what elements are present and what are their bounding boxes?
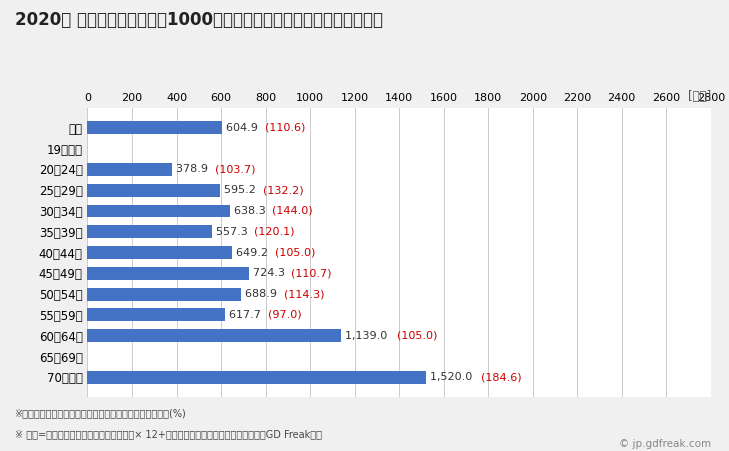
Text: (144.0): (144.0) — [273, 206, 313, 216]
Text: (97.0): (97.0) — [268, 310, 301, 320]
Text: 604.9: 604.9 — [226, 123, 262, 133]
Bar — [87, 308, 225, 322]
Text: 557.3: 557.3 — [216, 227, 251, 237]
Text: (110.6): (110.6) — [265, 123, 305, 133]
Bar — [87, 246, 232, 259]
Text: 638.3: 638.3 — [233, 206, 269, 216]
Bar — [87, 329, 341, 342]
Text: (105.0): (105.0) — [275, 248, 315, 258]
Text: (120.1): (120.1) — [254, 227, 295, 237]
Bar — [87, 205, 230, 217]
Bar — [87, 371, 426, 384]
Text: 595.2: 595.2 — [224, 185, 260, 195]
Text: ※（）内は域内の同業種・同年齢層の平均所得に対する比(%): ※（）内は域内の同業種・同年齢層の平均所得に対する比(%) — [15, 408, 187, 418]
Text: 1,139.0: 1,139.0 — [345, 331, 391, 341]
Text: (114.3): (114.3) — [284, 289, 324, 299]
Text: 649.2: 649.2 — [236, 248, 271, 258]
Text: ※ 年収=「きまって支給する現金給与額」× 12+「年間賞与その他特別給与額」としてGD Freak推計: ※ 年収=「きまって支給する現金給与額」× 12+「年間賞与その他特別給与額」と… — [15, 429, 321, 439]
Text: © jp.gdfreak.com: © jp.gdfreak.com — [619, 439, 711, 449]
Bar — [87, 163, 172, 176]
Bar — [87, 121, 222, 134]
Bar — [87, 184, 220, 197]
Bar — [87, 267, 249, 280]
Text: [万円]: [万円] — [687, 90, 711, 103]
Text: (105.0): (105.0) — [397, 331, 437, 341]
Text: 724.3: 724.3 — [253, 268, 288, 278]
Text: 378.9: 378.9 — [176, 165, 211, 175]
Text: 1,520.0: 1,520.0 — [430, 373, 475, 382]
Text: 617.7: 617.7 — [229, 310, 265, 320]
Bar — [87, 288, 241, 300]
Text: 688.9: 688.9 — [245, 289, 281, 299]
Text: (132.2): (132.2) — [262, 185, 303, 195]
Text: (110.7): (110.7) — [292, 268, 332, 278]
Bar — [87, 226, 211, 238]
Text: 2020年 民間企業（従業者数1000人以上）フルタイム労働者の平均年収: 2020年 民間企業（従業者数1000人以上）フルタイム労働者の平均年収 — [15, 11, 383, 29]
Text: (103.7): (103.7) — [214, 165, 255, 175]
Text: (184.6): (184.6) — [481, 373, 522, 382]
